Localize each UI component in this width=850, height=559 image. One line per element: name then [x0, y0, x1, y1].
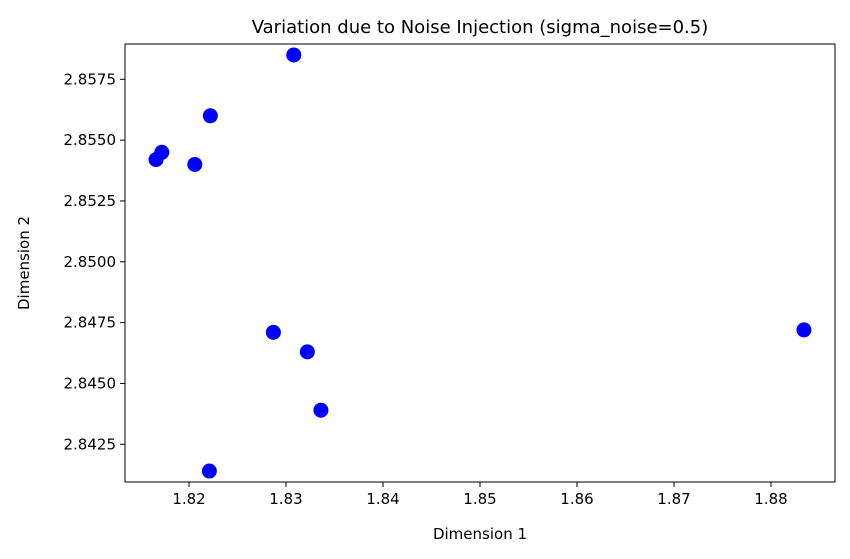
- y-axis-ticks: 2.8425 2.8450 2.8475 2.8500 2.8525 2.8550 2.85…: [64, 70, 125, 453]
- y-tick-label: 2.8450: [64, 374, 117, 392]
- x-tick-label: 1.87: [657, 490, 690, 508]
- x-tick-label: 1.83: [269, 490, 302, 508]
- y-tick-label: 2.8575: [64, 70, 117, 88]
- scatter-point: [796, 322, 812, 338]
- y-tick-label: 2.8475: [64, 314, 117, 332]
- plot-frame: [124, 43, 836, 483]
- x-axis-label: Dimension 1: [433, 525, 527, 543]
- scatter-point: [265, 324, 281, 340]
- y-axis-label: Dimension 2: [15, 216, 33, 310]
- y-tick-label: 2.8550: [64, 131, 117, 149]
- x-tick-label: 1.85: [463, 490, 496, 508]
- chart-title: Variation due to Noise Injection (sigma_…: [252, 17, 709, 38]
- y-tick-label: 2.8525: [64, 192, 117, 210]
- x-tick-label: 1.88: [754, 490, 787, 508]
- scatter-point: [299, 344, 315, 360]
- x-tick-label: 1.84: [366, 490, 399, 508]
- x-tick-label: 1.82: [172, 490, 205, 508]
- data-points: [148, 47, 812, 479]
- scatter-point: [286, 47, 302, 63]
- x-tick-label: 1.86: [560, 490, 593, 508]
- scatter-point: [313, 402, 329, 418]
- x-axis-ticks: 1.82 1.83 1.84 1.85 1.86 1.87 1.88: [172, 482, 788, 508]
- scatter-point: [187, 156, 203, 172]
- scatter-point: [201, 463, 217, 479]
- scatter-point: [148, 152, 164, 168]
- y-tick-label: 2.8425: [64, 435, 117, 453]
- scatter-point: [202, 108, 218, 124]
- y-tick-label: 2.8500: [64, 253, 117, 271]
